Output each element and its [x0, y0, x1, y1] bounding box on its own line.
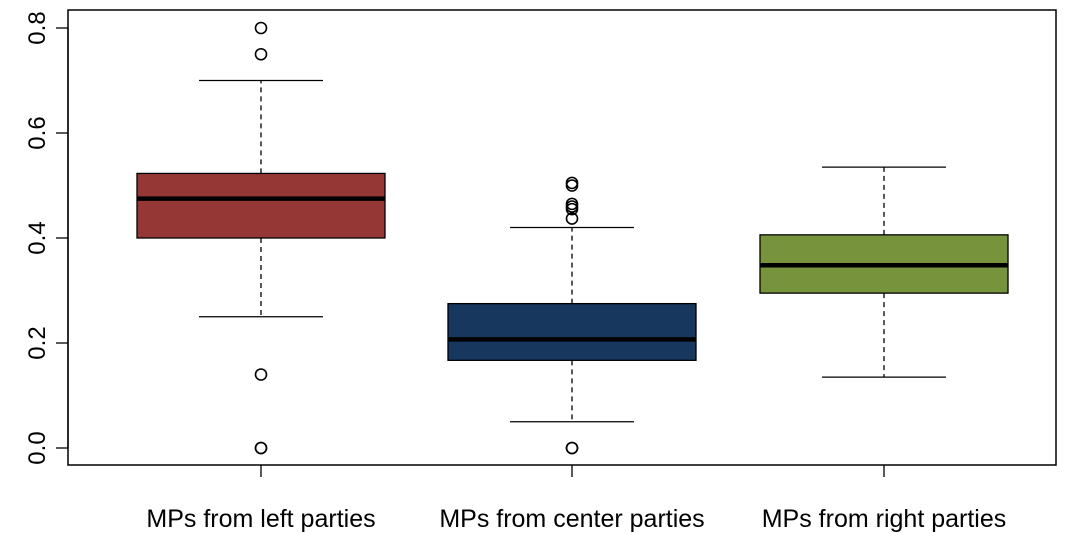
outlier-point [565, 176, 579, 190]
y-tick-label: 0.2 [24, 326, 51, 359]
y-tick-label: 0.0 [24, 431, 51, 464]
x-category-label: MPs from left parties [146, 505, 375, 533]
box-group [447, 176, 697, 455]
outlier-point [254, 441, 268, 455]
y-axis: 0.0 0.2 0.4 0.6 0.8 [24, 11, 69, 465]
outlier-point [565, 212, 579, 225]
outlier-point [565, 202, 579, 216]
box-group [136, 21, 386, 455]
boxes-layer [136, 21, 1009, 455]
iqr-box [136, 172, 386, 239]
x-category-label: MPs from right parties [762, 505, 1007, 533]
x-axis: MPs from left parties MPs from center par… [146, 465, 1006, 533]
outlier-point [254, 21, 268, 35]
iqr-box [447, 302, 697, 361]
y-tick-label: 0.4 [24, 221, 51, 254]
box-group [759, 166, 1009, 378]
outlier-point [254, 47, 268, 61]
y-tick-label: 0.8 [24, 11, 51, 44]
outlier-point [565, 441, 579, 455]
y-tick-label: 0.6 [24, 116, 51, 149]
outlier-point [565, 179, 579, 192]
outlier-point [565, 200, 579, 213]
x-category-label: MPs from center parties [439, 505, 704, 533]
outlier-point [254, 368, 268, 381]
